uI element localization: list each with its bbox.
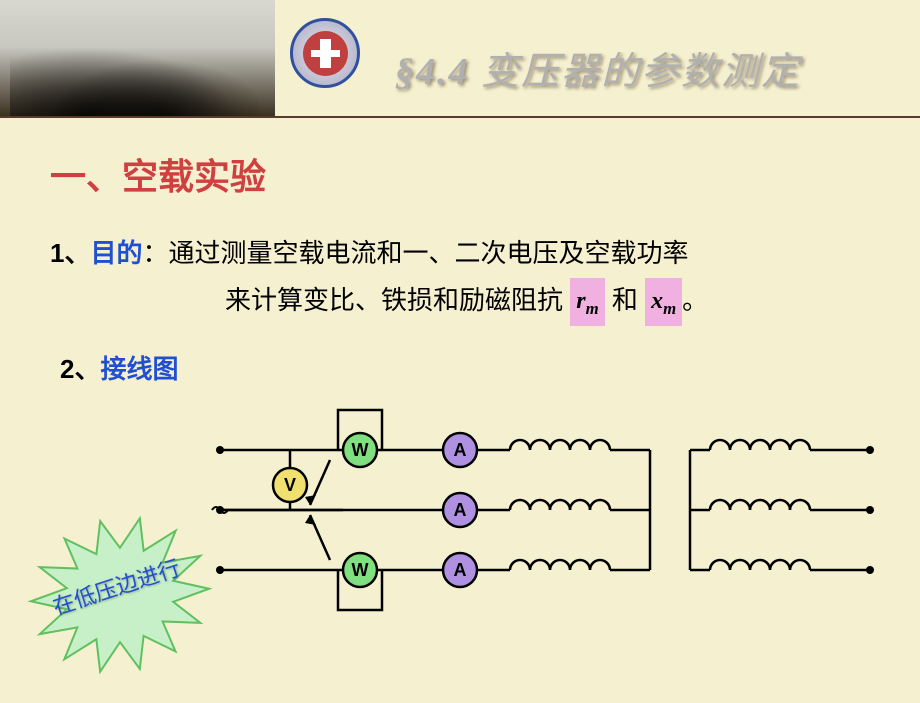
svg-text:W: W bbox=[352, 560, 369, 580]
header-bar: §4.4 变压器的参数测定 bbox=[0, 0, 920, 118]
section-number: §4.4 bbox=[395, 51, 470, 93]
purpose-text-line2: 来计算变比、铁损和励磁阻抗 rm 和 xm。 bbox=[225, 277, 870, 326]
item-number: 1、 bbox=[50, 238, 90, 268]
content-area: 一、空载实验 1、目的：通过测量空载电流和一、二次电压及空载功率 来计算变比、铁… bbox=[0, 118, 920, 393]
title-text: 变压器的参数测定 bbox=[481, 51, 801, 93]
purpose-text-line1: 通过测量空载电流和一、二次电压及空载功率 bbox=[169, 238, 689, 268]
item-label-purpose: 目的 bbox=[90, 238, 142, 268]
line2-part-c: 。 bbox=[682, 285, 708, 315]
svg-text:A: A bbox=[454, 440, 467, 460]
variable-xm: xm bbox=[645, 278, 682, 326]
circuit-diagram: W A A W A V bbox=[210, 395, 890, 655]
svg-text:W: W bbox=[352, 440, 369, 460]
item-label-wiring: 接线图 bbox=[100, 354, 178, 384]
svg-text:V: V bbox=[284, 475, 296, 495]
item-number-2: 2、 bbox=[60, 354, 100, 384]
line2-part-b: 和 bbox=[612, 285, 645, 315]
line2-part-a: 来计算变比、铁损和励磁阻抗 bbox=[225, 285, 570, 315]
variable-rm: rm bbox=[570, 278, 604, 326]
slide-title: §4.4 变压器的参数测定 bbox=[395, 40, 801, 95]
header-photo bbox=[0, 0, 275, 116]
logo-symbol bbox=[303, 31, 348, 76]
item-purpose: 1、目的：通过测量空载电流和一、二次电压及空载功率 来计算变比、铁损和励磁阻抗 … bbox=[50, 230, 870, 326]
svg-text:A: A bbox=[454, 560, 467, 580]
svg-text:A: A bbox=[454, 500, 467, 520]
section-heading: 一、空载实验 bbox=[50, 148, 870, 200]
colon: ： bbox=[142, 238, 168, 268]
university-logo bbox=[290, 18, 360, 88]
item-wiring: 2、接线图 bbox=[60, 346, 870, 393]
